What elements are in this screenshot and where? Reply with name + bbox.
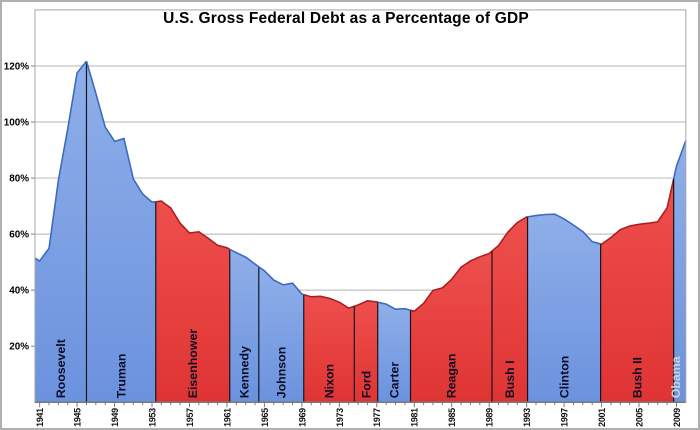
area-segment-nixon bbox=[303, 294, 355, 403]
x-tick-label-1949: 1949 bbox=[110, 408, 120, 427]
x-tick-label-1961: 1961 bbox=[222, 408, 232, 427]
area-segment-obama bbox=[673, 140, 686, 403]
segment-lines bbox=[34, 60, 687, 403]
area-segment-reagan bbox=[410, 251, 492, 403]
curve-edge-bush-ii bbox=[600, 178, 675, 246]
curve-edge-nixon bbox=[303, 293, 355, 309]
y-tick-label-40: 40% bbox=[9, 286, 29, 297]
president-label-bush-ii: Bush II bbox=[631, 357, 645, 398]
x-tick-label-1969: 1969 bbox=[297, 408, 307, 427]
president-label-nixon: Nixon bbox=[322, 364, 336, 398]
x-tick-label-1981: 1981 bbox=[410, 408, 420, 427]
president-label-carter: Carter bbox=[388, 362, 402, 399]
president-label-johnson: Johnson bbox=[275, 347, 289, 399]
curve-edge-truman bbox=[85, 61, 156, 203]
president-label-roosevelt: Roosevelt bbox=[54, 339, 68, 398]
x-tick-label-1945: 1945 bbox=[73, 408, 83, 427]
y-tick-label-120: 120% bbox=[4, 61, 30, 72]
x-tick-label-1977: 1977 bbox=[372, 408, 382, 427]
y-tick-label-100: 100% bbox=[4, 117, 30, 128]
curve-edge-carter bbox=[377, 301, 411, 311]
curve-edge-eisenhower bbox=[155, 200, 231, 250]
president-label-obama: Obama bbox=[669, 356, 683, 398]
curve-edge-obama bbox=[672, 140, 687, 179]
president-labels: Roosevelt Truman Eisenhower Kennedy Johnson N… bbox=[54, 329, 683, 399]
president-label-clinton: Clinton bbox=[558, 356, 572, 399]
area-segment-ford bbox=[354, 300, 378, 403]
y-tick-label-80: 80% bbox=[9, 174, 29, 185]
chart-title: U.S. Gross Federal Debt as a Percentage … bbox=[163, 10, 529, 27]
area-segment-truman bbox=[86, 61, 156, 403]
x-tick-label-2009: 2009 bbox=[672, 408, 682, 427]
curve-edge-bush-i bbox=[491, 216, 528, 252]
area-segment-roosevelt bbox=[34, 61, 87, 403]
president-label-bush-i: Bush I bbox=[503, 360, 517, 398]
x-tick-label-2005: 2005 bbox=[634, 408, 644, 427]
x-tick-label-1941: 1941 bbox=[35, 408, 45, 427]
x-tick-label-1985: 1985 bbox=[447, 408, 457, 427]
curve-edge-clinton bbox=[527, 213, 601, 245]
area-segment-eisenhower bbox=[155, 201, 230, 403]
president-label-ford: Ford bbox=[359, 371, 373, 399]
x-tick-label-1965: 1965 bbox=[260, 408, 270, 427]
area-segment-johnson bbox=[258, 266, 304, 403]
curve-edge-reagan bbox=[410, 250, 493, 313]
curve-edge-kennedy bbox=[229, 248, 260, 268]
x-tick-label-1953: 1953 bbox=[147, 408, 157, 427]
x-tick-label-1957: 1957 bbox=[185, 408, 195, 427]
area-segment-carter bbox=[377, 302, 411, 403]
x-tick-label-1997: 1997 bbox=[560, 408, 570, 427]
president-area-segments bbox=[34, 61, 686, 403]
x-tick-label-1993: 1993 bbox=[522, 408, 532, 427]
y-tick-label-60: 60% bbox=[9, 230, 29, 241]
x-tick-label-2001: 2001 bbox=[597, 408, 607, 427]
president-label-truman: Truman bbox=[115, 354, 129, 399]
president-label-eisenhower: Eisenhower bbox=[186, 329, 200, 399]
area-segment-bush-i bbox=[491, 216, 528, 403]
area-segment-kennedy bbox=[229, 249, 259, 403]
president-label-kennedy: Kennedy bbox=[238, 346, 252, 398]
x-axis-ticks: 1941 1945 1949 1953 1957 1961 1965 1969 1973 1977… bbox=[35, 402, 682, 427]
x-tick-label-1989: 1989 bbox=[485, 408, 495, 427]
curve-edge-ford bbox=[354, 299, 378, 307]
y-tick-label-20: 20% bbox=[9, 342, 29, 353]
president-label-reagan: Reagan bbox=[445, 354, 459, 399]
curve-edge-roosevelt bbox=[34, 60, 88, 263]
x-tick-label-1973: 1973 bbox=[335, 408, 345, 427]
area-segment-bush-ii bbox=[600, 178, 674, 403]
area-segment-clinton bbox=[527, 214, 601, 403]
curve-edge-johnson bbox=[258, 266, 304, 296]
